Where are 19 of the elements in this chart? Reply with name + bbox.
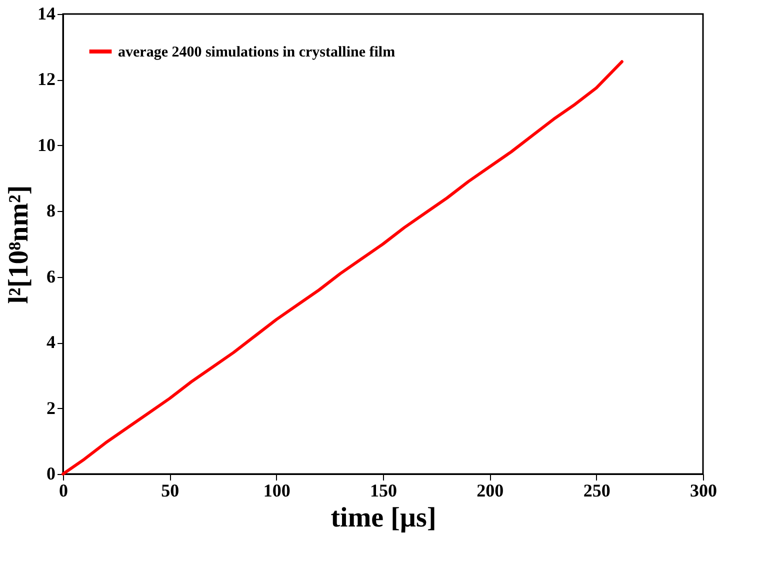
y-tick-label: 4: [46, 332, 56, 352]
x-tick-label: 300: [690, 480, 717, 500]
x-tick-label: 250: [583, 480, 610, 500]
y-tick-label: 8: [46, 200, 56, 221]
x-tick-label: 50: [161, 480, 180, 500]
x-tick-label: 100: [263, 480, 290, 500]
y-tick-label: 6: [46, 266, 56, 286]
line-series: [62, 60, 624, 476]
y-tick-label: 10: [38, 134, 56, 155]
x-tick-label: 150: [370, 480, 397, 500]
y-tick-label: 0: [46, 464, 56, 484]
legend-label: average 2400 simulations in crystalline film: [118, 44, 396, 60]
y-tick-label: 12: [38, 69, 56, 90]
x-tick-label: 0: [59, 480, 68, 500]
x-axis-title: time [µs]: [330, 502, 436, 534]
y-axis-title: l²[10⁸nm²]: [4, 185, 34, 304]
y-tick-label: 14: [38, 4, 56, 24]
y-tick-label: 2: [46, 398, 56, 418]
x-tick-label: 200: [476, 480, 504, 500]
